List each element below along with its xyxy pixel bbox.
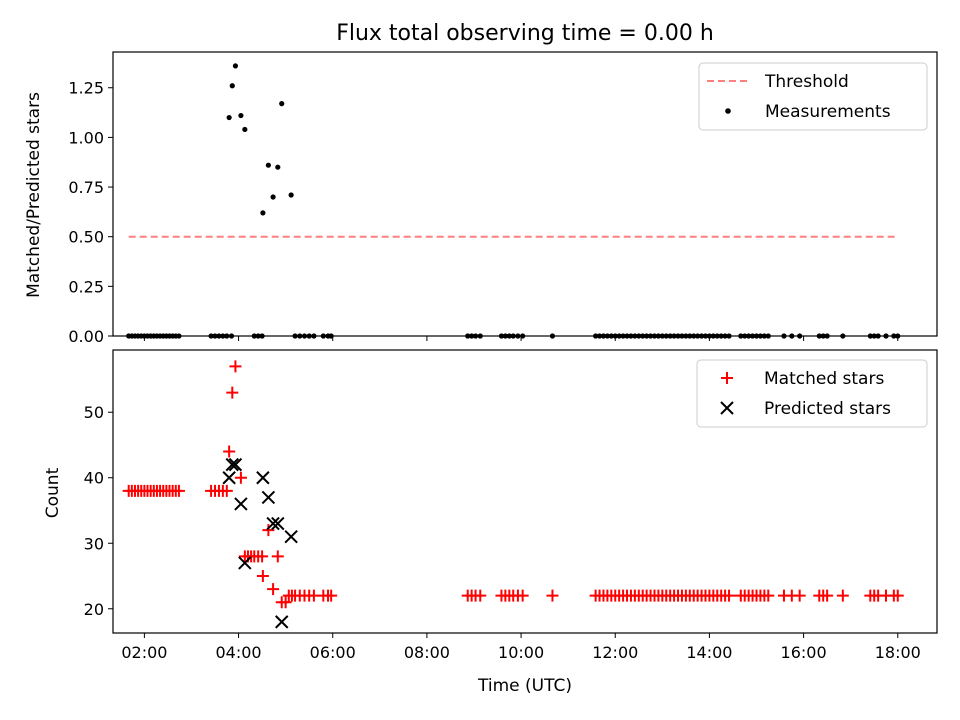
matched-star-point bbox=[223, 445, 236, 458]
bottom-y-tick-label: 40 bbox=[84, 469, 104, 488]
predicted-star-point bbox=[238, 556, 252, 570]
x-tick-label: 06:00 bbox=[310, 643, 356, 662]
matched-star-point bbox=[220, 484, 233, 497]
predicted-star-point bbox=[284, 529, 298, 544]
bottom-y-tick-label: 50 bbox=[84, 403, 104, 422]
measurement-point bbox=[265, 162, 271, 168]
matched-star-point bbox=[762, 589, 775, 602]
x-tick-label: 14:00 bbox=[686, 643, 732, 662]
matched-star-point bbox=[172, 484, 185, 497]
matched-star-point bbox=[226, 386, 239, 399]
x-tick-label: 02:00 bbox=[121, 643, 167, 662]
x-tick-label: 18:00 bbox=[875, 643, 921, 662]
matched-star-point bbox=[256, 550, 269, 563]
bottom-panel: 20 30 40 50 02:00 04:00 06:00 08:00 10:00 12:00 14… bbox=[84, 349, 938, 662]
measurement-point bbox=[226, 114, 232, 121]
measurement-point bbox=[260, 210, 266, 216]
matched-star-point bbox=[546, 589, 559, 602]
measurement-point bbox=[270, 194, 276, 200]
predicted-star-point bbox=[271, 516, 285, 531]
top-y-tick-label: 0.25 bbox=[68, 277, 104, 296]
legend-predicted-label: Predicted stars bbox=[764, 399, 891, 419]
predicted-star-point bbox=[228, 457, 243, 472]
predicted-star-point bbox=[256, 471, 270, 485]
measurement-point bbox=[279, 101, 285, 107]
predicted-star-point bbox=[266, 516, 280, 531]
matched-star-point bbox=[821, 589, 834, 602]
predicted-star-point bbox=[222, 471, 236, 485]
chart-title: Flux total observing time = 0.00 h bbox=[336, 21, 714, 46]
legend-predicted-swatch bbox=[720, 401, 734, 415]
matched-star-point bbox=[516, 589, 529, 602]
top-legend: Threshold Measurements bbox=[698, 62, 928, 131]
x-axis-label: Time (UTC) bbox=[477, 676, 572, 696]
top-y-tick-label: 0.75 bbox=[68, 178, 104, 197]
top-y-axis-label: Matched/Predicted stars bbox=[24, 92, 44, 298]
measurement-point bbox=[242, 126, 248, 133]
legend-measurement-swatch bbox=[725, 108, 731, 114]
legend-matched-label: Matched stars bbox=[764, 369, 884, 389]
matched-star-point bbox=[891, 589, 904, 602]
matched-star-point bbox=[229, 360, 242, 373]
measurement-point bbox=[229, 83, 235, 89]
matched-star-point bbox=[256, 570, 269, 583]
matched-star-point bbox=[836, 589, 849, 602]
matched-star-point bbox=[267, 583, 280, 596]
top-y-tick-label: 0.00 bbox=[68, 327, 104, 346]
matched-star-point bbox=[279, 596, 292, 609]
x-tick-label: 08:00 bbox=[404, 643, 450, 662]
matched-star-point bbox=[271, 550, 284, 563]
top-axes-frame bbox=[112, 51, 938, 337]
bottom-y-tick-label: 30 bbox=[84, 534, 104, 553]
x-tick-label: 16:00 bbox=[781, 643, 827, 662]
matched-star-point bbox=[793, 589, 806, 602]
legend-measurements-label: Measurements bbox=[765, 102, 891, 122]
bottom-legend-frame bbox=[696, 359, 928, 428]
bottom-axes-frame bbox=[112, 349, 938, 634]
measurement-point bbox=[238, 112, 244, 119]
measurement-point bbox=[232, 63, 239, 69]
matched-star-point bbox=[723, 589, 736, 602]
top-legend-frame bbox=[698, 62, 928, 131]
legend-threshold-label: Threshold bbox=[764, 72, 849, 92]
predicted-star-point bbox=[225, 457, 239, 472]
measurement-point bbox=[275, 164, 281, 170]
x-tick-label: 10:00 bbox=[498, 643, 544, 662]
predicted-star-point bbox=[275, 615, 289, 629]
top-y-tick-label: 0.50 bbox=[68, 228, 104, 247]
bottom-legend: Matched stars Predicted stars bbox=[696, 359, 928, 428]
legend-matched-swatch bbox=[721, 372, 733, 384]
predicted-star-point bbox=[234, 497, 248, 511]
matched-star-point bbox=[234, 471, 247, 484]
x-tick-label: 12:00 bbox=[592, 643, 638, 662]
top-panel: 0.00 0.25 0.50 0.75 1.00 1.25 bbox=[68, 51, 938, 346]
bottom-y-tick-label: 20 bbox=[84, 600, 104, 619]
matched-star-point bbox=[325, 589, 338, 602]
top-y-tick-label: 1.00 bbox=[68, 128, 104, 147]
measurement-point bbox=[288, 192, 294, 198]
matched-star-point bbox=[474, 589, 487, 602]
bottom-y-axis-label: Count bbox=[43, 467, 63, 518]
predicted-star-point bbox=[261, 490, 276, 505]
top-y-tick-label: 1.25 bbox=[68, 79, 104, 98]
x-tick-label: 04:00 bbox=[216, 643, 262, 662]
